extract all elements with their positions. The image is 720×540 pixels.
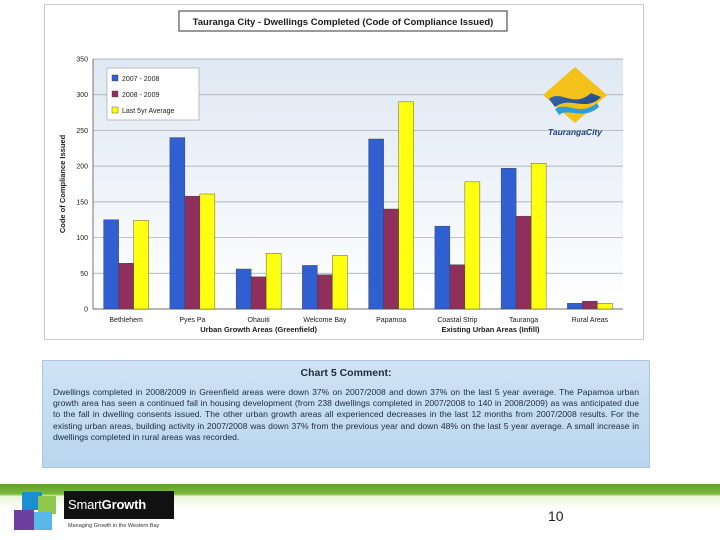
x-tick-label: Tauranga [509, 317, 538, 324]
y-tick-label: 50 [80, 271, 88, 278]
bar-pyes-pa-series-1 [169, 137, 186, 310]
x-tick-label: Welcome Bay [303, 317, 347, 324]
legend-label: 2008 - 2009 [122, 92, 159, 99]
bar-coastal-strip-series-3 [464, 181, 481, 310]
x-tick-label: Coastal Strip [437, 317, 477, 324]
comment-panel: Chart 5 Comment: Dwellings completed in … [42, 360, 650, 468]
bar-rural-areas-series-3 [597, 303, 613, 310]
y-tick-label: 300 [76, 92, 88, 99]
bar-papamoa-series-1 [368, 138, 384, 310]
y-tick-label: 350 [76, 57, 88, 64]
bar-coastal-strip-series-1 [434, 225, 451, 310]
brand-name-light: Smart [68, 497, 102, 512]
x-tick-label: Papamoa [376, 317, 406, 324]
logo-wave-shape [549, 93, 601, 107]
y-axis-label: Code of Compliance Issued [58, 134, 67, 233]
bar-bethlehem-series-3 [133, 220, 149, 310]
y-tick-label: 250 [76, 128, 88, 135]
y-tick-label: 200 [76, 164, 88, 171]
legend-label: Last 5yr Average [122, 108, 175, 115]
bar-ohauiti-series-1 [235, 268, 252, 310]
logo-wave-shape-2 [555, 103, 599, 115]
legend-box [106, 67, 200, 121]
x-tick-label: Ohauiti [248, 317, 271, 324]
y-axis-tick-labels: 0 50 100 150 200 250 300 350 [76, 57, 88, 314]
legend-swatch [111, 90, 119, 98]
chart-title: Tauranga City - Dwellings Completed (Cod… [193, 17, 494, 28]
x-tick-label: Pyes Pa [179, 317, 205, 324]
x-tick-label: Rural Areas [572, 317, 609, 324]
bar-chart: Tauranga City - Dwellings Completed (Cod… [58, 10, 623, 334]
brand-tagline: Managing Growth in the Western Bay [68, 523, 160, 529]
bar-rural-areas-series-2 [582, 300, 598, 310]
bar-papamoa-series-3 [398, 101, 414, 310]
bar-pyes-pa-series-3 [199, 193, 216, 310]
bar-bethlehem-series-1 [103, 219, 119, 310]
bar-ohauiti-series-3 [265, 253, 282, 310]
bar-coastal-strip-series-2 [449, 264, 466, 310]
bar-welcome-bay-series-3 [332, 255, 348, 310]
bar-tauranga-series-3 [530, 163, 547, 310]
brand-name-bold: Growth [101, 497, 146, 512]
comment-title: Chart 5 Comment: [300, 367, 392, 379]
chart-title-box [178, 10, 508, 32]
page-number: 10 [548, 508, 564, 524]
category-group-label: Existing Urban Areas (Infill) [441, 325, 540, 334]
category-group-label: Urban Growth Areas (Greenfield) [200, 325, 317, 334]
tauranga-city-logo: TaurangaCity [543, 67, 607, 137]
brand-name: SmartGrowth [64, 491, 174, 519]
bar-bethlehem-series-2 [118, 263, 134, 310]
legend-label: 2007 - 2008 [122, 76, 159, 83]
category-group-labels: Urban Growth Areas (Greenfield) Existing … [200, 325, 540, 334]
cubes-icon [14, 492, 56, 530]
y-tick-label: 150 [76, 199, 88, 206]
y-tick-label: 100 [76, 235, 88, 242]
bar-ohauiti-series-2 [250, 276, 267, 310]
bar-welcome-bay-series-1 [302, 265, 318, 310]
legend-swatch [111, 74, 119, 82]
bars [103, 101, 613, 310]
bar-tauranga-series-2 [515, 215, 532, 310]
bar-rural-areas-series-1 [567, 303, 583, 310]
bar-papamoa-series-2 [383, 208, 399, 310]
bar-welcome-bay-series-2 [317, 274, 333, 310]
x-axis-tick-labels: Bethlehem Pyes Pa Ohauiti Welcome Bay Papamo… [109, 317, 608, 324]
comment-body: Dwellings completed in 2008/2009 in Gree… [53, 387, 639, 442]
smartgrowth-logo: SmartGrowth Managing Growth in the Weste… [12, 488, 174, 534]
logo-text: TaurangaCity [548, 127, 603, 137]
x-tick-label: Bethlehem [109, 317, 143, 324]
bar-tauranga-series-1 [500, 168, 517, 310]
y-tick-label: 0 [84, 307, 88, 314]
legend: 2007 - 2008 2008 - 2009 Last 5yr Average [111, 74, 175, 115]
chart-panel: Tauranga City - Dwellings Completed (Cod… [44, 4, 644, 340]
bar-pyes-pa-series-2 [184, 195, 201, 310]
legend-swatch [111, 106, 119, 114]
